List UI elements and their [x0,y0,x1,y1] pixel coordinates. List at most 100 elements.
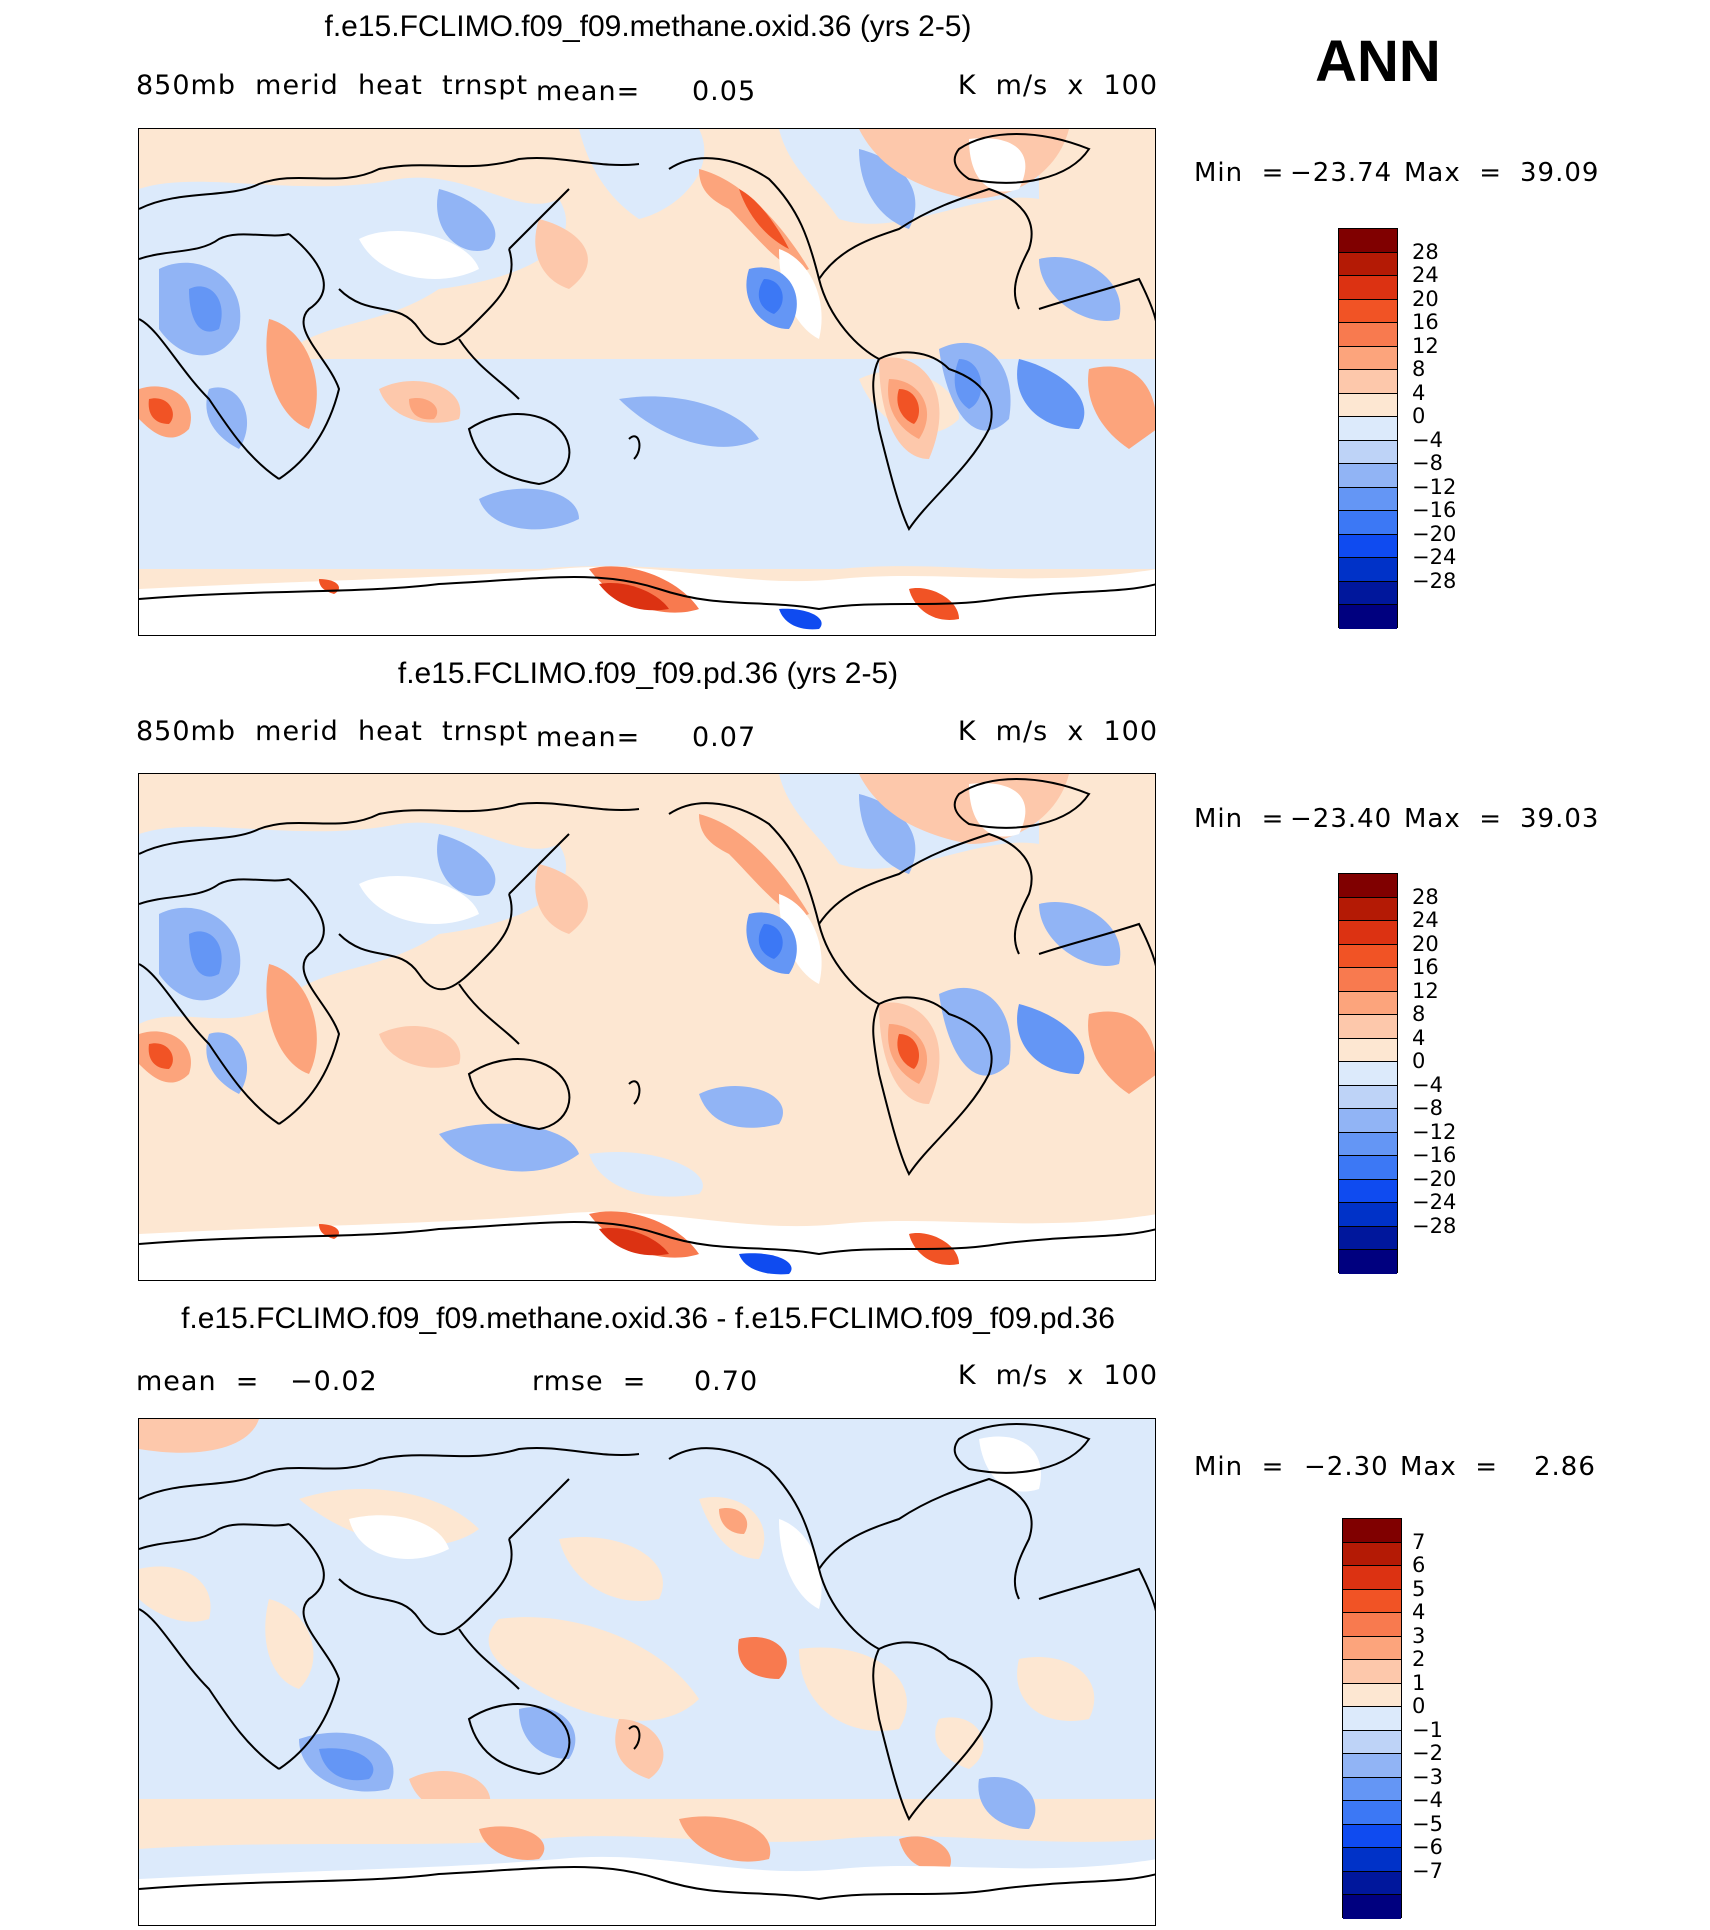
colorbar-label: 0 [1412,1694,1426,1719]
panel3-min-value: −2.30 [1304,1452,1389,1482]
colorbar-label: 4 [1412,380,1426,405]
colorbar-box [1343,1801,1401,1825]
panel1-colorbar [1338,228,1398,629]
colorbar-label: −16 [1412,1143,1457,1168]
panel1-mean-label: mean= [536,76,641,107]
colorbar-label: 0 [1412,1049,1426,1074]
colorbar-label: 16 [1412,310,1439,335]
panel2-title: f.e15.FCLIMO.f09_f09.pd.36 (yrs 2-5) [397,657,899,690]
colorbar-box [1343,1777,1401,1802]
colorbar-box [1339,1250,1397,1274]
colorbar-label: −16 [1412,498,1457,523]
panel1-coastlines [139,133,1155,611]
colorbar-box [1339,991,1397,1016]
colorbar-label: 2 [1412,1647,1426,1672]
colorbar-box [1339,393,1397,418]
colorbar-box [1339,299,1397,324]
colorbar-box [1339,968,1397,992]
colorbar-box [1339,487,1397,512]
colorbar-box [1339,1015,1397,1039]
colorbar-box [1343,1566,1401,1590]
colorbar-label: 20 [1412,931,1439,956]
colorbar-box [1339,252,1397,277]
panel2-variable: 850mb merid heat trnspt [136,716,529,747]
colorbar-box [1343,1824,1401,1849]
panel1-max-value: 39.09 [1520,158,1600,188]
colorbar-label: 20 [1412,286,1439,311]
colorbar-label: −28 [1412,568,1457,593]
colorbar-box [1339,1109,1397,1133]
colorbar-box [1339,581,1397,606]
colorbar-box [1343,1848,1401,1872]
panel3-units: K m/s x 100 [957,1360,1158,1391]
colorbar-box [1339,605,1397,629]
colorbar-label: 12 [1412,978,1439,1003]
colorbar-label: −8 [1412,451,1443,476]
colorbar-label: 6 [1412,1553,1426,1578]
colorbar-label: −4 [1412,1788,1443,1813]
panel3-mean-value: −0.02 [290,1366,378,1397]
colorbar-label: −12 [1412,474,1457,499]
colorbar-label: 24 [1412,263,1439,288]
colorbar-box [1343,1683,1401,1708]
colorbar-box [1343,1636,1401,1661]
colorbar-label: −28 [1412,1213,1457,1238]
panel1-mean-value: 0.05 [692,76,757,107]
colorbar-box [1339,874,1397,898]
colorbar-box [1339,921,1397,945]
panel2-contours [139,774,1155,1280]
panel2-units: K m/s x 100 [957,716,1158,747]
colorbar-label: 0 [1412,404,1426,429]
panel3-coastlines [139,1423,1155,1901]
panel2-map [138,773,1156,1281]
panel2-min-value: −23.40 [1290,804,1393,834]
colorbar-box [1343,1519,1401,1543]
colorbar-label: 5 [1412,1576,1426,1601]
colorbar-label: −20 [1412,1166,1457,1191]
panel3-contours [139,1419,1155,1925]
panel1-min-value: −23.74 [1290,158,1393,188]
colorbar-label: 12 [1412,333,1439,358]
panel1-map [138,128,1156,636]
panel2-min-label: Min = [1194,804,1285,834]
colorbar-box [1339,1038,1397,1063]
colorbar-label: 16 [1412,955,1439,980]
panel3-min-label: Min = [1194,1452,1285,1482]
colorbar-box [1339,1156,1397,1180]
panel1-max-label: Max = [1404,158,1503,188]
colorbar-label: 3 [1412,1623,1426,1648]
colorbar-label: −12 [1412,1119,1457,1144]
colorbar-label: −6 [1412,1835,1443,1860]
colorbar-box [1339,1203,1397,1227]
colorbar-box [1339,370,1397,394]
panel2-map-svg [139,774,1155,1280]
colorbar-box [1339,229,1397,253]
panel2-coastlines [139,778,1155,1256]
colorbar-label: −2 [1412,1741,1443,1766]
colorbar-label: −5 [1412,1811,1443,1836]
colorbar-box [1339,276,1397,300]
colorbar-box [1339,1085,1397,1110]
colorbar-box [1339,534,1397,559]
colorbar-box [1339,346,1397,371]
colorbar-box [1339,464,1397,488]
colorbar-label: 28 [1412,239,1439,264]
colorbar-label: 7 [1412,1529,1426,1554]
colorbar-box [1343,1660,1401,1684]
panel2-colorbar [1338,873,1398,1274]
colorbar-label: −7 [1412,1858,1443,1883]
colorbar-label: −1 [1412,1717,1443,1742]
colorbar-box [1343,1707,1401,1731]
colorbar-label: −4 [1412,1072,1443,1097]
colorbar-box [1339,417,1397,441]
colorbar-box [1343,1871,1401,1896]
colorbar-label: 8 [1412,1002,1426,1027]
colorbar-box [1339,897,1397,922]
colorbar-box [1343,1542,1401,1567]
colorbar-box [1343,1754,1401,1778]
colorbar-box [1343,1895,1401,1919]
panel1-units: K m/s x 100 [957,70,1158,101]
panel3-max-label: Max = [1400,1452,1499,1482]
panel3-rmse-label: rmse = [532,1366,647,1397]
colorbar-label: 1 [1412,1670,1426,1695]
